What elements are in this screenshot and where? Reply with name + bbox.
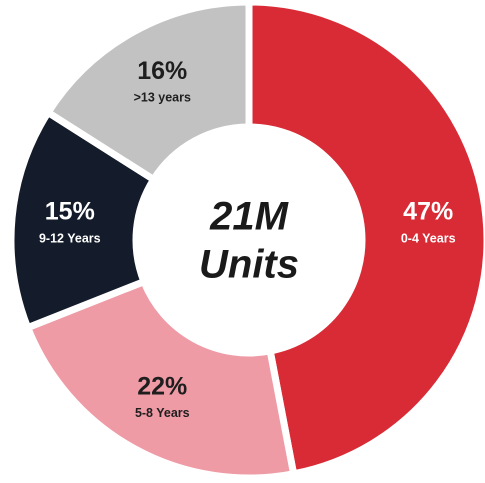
center-label: Units [199, 243, 299, 287]
value-label: 22% [137, 372, 187, 400]
value-label: 15% [45, 198, 95, 226]
center-label: 21M [209, 195, 289, 239]
category-label: 9-12 Years [39, 231, 101, 245]
slice [43, 0, 253, 185]
value-label: 16% [137, 57, 187, 85]
slice [245, 0, 485, 478]
labels: 47% 0-4 Years 22% 5-8 Years 15% 9-12 Years 16%… [39, 57, 456, 420]
category-label: 5-8 Years [135, 406, 190, 420]
slice [7, 107, 159, 333]
value-label: 47% [403, 198, 453, 226]
category-label: >13 years [134, 91, 191, 105]
slice [23, 277, 298, 482]
category-label: 0-4 Years [401, 231, 456, 245]
slices [7, 0, 485, 482]
